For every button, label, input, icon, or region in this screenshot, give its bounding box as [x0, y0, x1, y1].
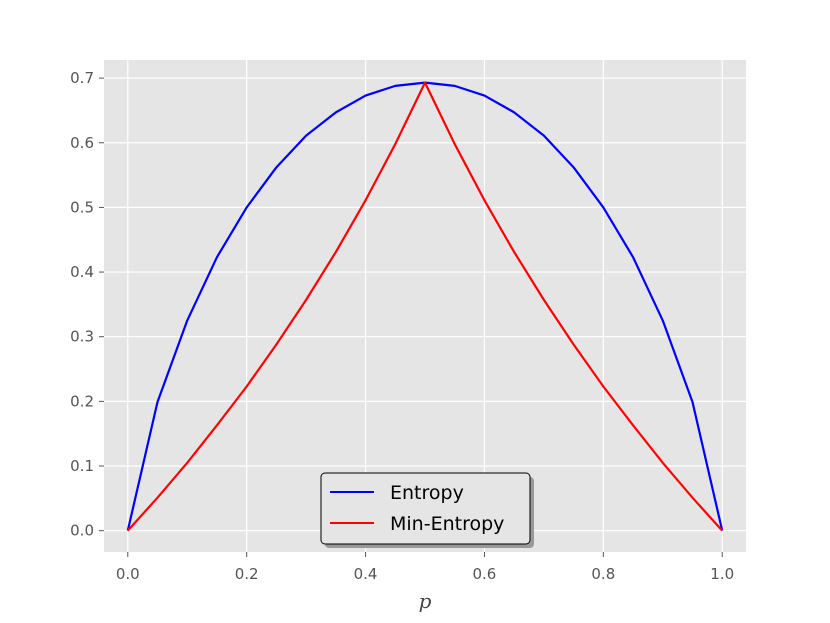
- y-tick-label: 0.1: [70, 457, 94, 475]
- y-tick-label: 0.0: [70, 522, 94, 540]
- x-tick-label: 0.8: [591, 565, 615, 583]
- y-tick-label: 0.3: [70, 328, 94, 346]
- x-tick-label: 0.2: [235, 565, 259, 583]
- x-tick-label: 0.4: [354, 565, 378, 583]
- y-tick-label: 0.6: [70, 134, 94, 152]
- legend-label-min-entropy: Min-Entropy: [390, 513, 504, 535]
- y-tick-label: 0.5: [70, 198, 94, 216]
- plot-background: [104, 60, 746, 552]
- series-lines: [126, 81, 724, 532]
- series-line-min-entropy: [126, 81, 724, 532]
- y-tick-label: 0.4: [70, 263, 94, 281]
- x-axis-ticks: 0.0 0.2 0.4 0.6 0.8 1.0: [116, 552, 734, 583]
- x-axis-label: p: [419, 589, 432, 613]
- x-tick-label: 1.0: [710, 565, 734, 583]
- legend-box: [320, 472, 531, 545]
- y-axis-ticks: 0.0 0.1 0.2 0.3 0.4 0.5 0.6 0.7: [70, 69, 104, 540]
- y-tick-label: 0.7: [70, 69, 94, 87]
- legend-label-entropy: Entropy: [390, 482, 464, 504]
- y-tick-label: 0.2: [70, 392, 94, 410]
- legend: Entropy Min-Entropy: [320, 472, 534, 548]
- x-tick-label: 0.0: [116, 565, 140, 583]
- x-tick-label: 0.6: [473, 565, 497, 583]
